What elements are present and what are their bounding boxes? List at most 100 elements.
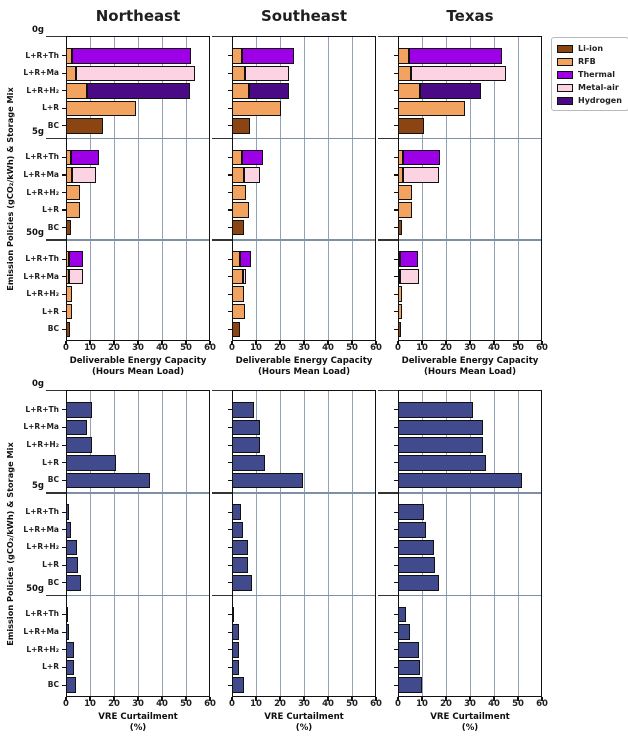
bar-segment-thermal (242, 149, 263, 166)
bar-segment-thermal (400, 251, 418, 267)
gridline (304, 390, 305, 697)
gridline (470, 36, 471, 341)
row-label: BC (47, 680, 59, 690)
x-tick-label: 30 (464, 343, 476, 353)
y-tick-mark (228, 582, 232, 584)
bar-segment-li-ion (398, 118, 424, 134)
x-tick-label: 60 (536, 699, 548, 709)
x-tick-label: 30 (298, 699, 310, 709)
legend: Li-ion RFB Thermal Metal-air Hydrogen (551, 37, 628, 111)
x-tick-mark (445, 341, 447, 345)
x-tick-label: 50 (346, 699, 358, 709)
y-tick-mark (62, 631, 66, 633)
x-axis-title-line2: (%) (129, 723, 147, 733)
x-tick-mark (89, 341, 91, 345)
bar-segment-vre (398, 472, 523, 489)
y-tick-mark (394, 258, 398, 260)
x-tick-label: 40 (156, 343, 168, 353)
section-divider (398, 239, 542, 241)
gridline (352, 36, 353, 341)
gridline (328, 36, 329, 341)
y-tick-mark (62, 90, 66, 92)
gridline (518, 36, 519, 341)
bar-segment-rfb (232, 48, 243, 64)
bar-segment-vre (232, 504, 242, 520)
y-tick-mark (228, 293, 232, 295)
y-tick-mark (394, 174, 398, 176)
y-tick-mark (62, 174, 66, 176)
y-tick-mark (228, 209, 232, 211)
bar-segment-rfb (232, 83, 249, 99)
gridline (280, 36, 281, 341)
bar-segment-vre (398, 659, 420, 676)
y-tick-mark (394, 511, 398, 513)
legend-swatch-hydrogen (557, 96, 573, 105)
y-tick-mark (394, 631, 398, 633)
row-label: L+R (42, 662, 59, 672)
row-label: L+R (42, 560, 59, 570)
gridline (470, 390, 471, 697)
y-tick-mark (394, 293, 398, 295)
row-label: L+R (42, 205, 59, 214)
y-tick-mark (62, 293, 66, 295)
bar-segment-rfb (66, 303, 72, 320)
bar-segment-rfb (66, 286, 72, 302)
row-label: L+R+Ma (23, 422, 59, 432)
section-divider-extension (46, 390, 66, 392)
bar-segment-rfb (232, 167, 244, 183)
bar-segment-metal-air (72, 167, 96, 183)
section-divider-extension (46, 36, 66, 38)
legend-label: Li-ion (578, 44, 604, 53)
bar-segment-thermal (69, 251, 83, 267)
bar-segment-rfb (66, 48, 72, 64)
bar-segment-rfb (232, 100, 282, 117)
y-tick-mark (228, 649, 232, 651)
x-tick-mark (397, 697, 399, 701)
bar-segment-rfb (398, 303, 403, 320)
gridline (422, 36, 423, 341)
y-tick-mark (62, 276, 66, 278)
section-label: 5g (32, 126, 44, 137)
bar-segment-rfb (398, 268, 401, 285)
bar-segment-vre (398, 575, 440, 591)
x-tick-label: 0 (63, 699, 69, 709)
bar-segment-metal-air (400, 268, 420, 285)
bar-segment-metal-air (403, 167, 439, 183)
bar-segment-rfb (398, 83, 421, 99)
y-tick-mark (228, 328, 232, 330)
bar-segment-vre (66, 575, 81, 591)
x-tick-label: 50 (180, 343, 192, 353)
section-divider (66, 239, 210, 241)
x-tick-label: 10 (416, 699, 428, 709)
x-tick-label: 50 (512, 699, 524, 709)
section-label: 50g (26, 583, 44, 594)
y-tick-mark (62, 409, 66, 411)
x-tick-mark (137, 341, 139, 345)
x-tick-label: 30 (464, 699, 476, 709)
x-tick-mark (231, 341, 233, 345)
y-tick-mark (228, 564, 232, 566)
row-label: BC (47, 475, 59, 485)
region-title: Northeast (95, 7, 181, 25)
bar-segment-rfb (398, 251, 401, 267)
y-tick-mark (62, 258, 66, 260)
bar-segment-li-ion (232, 321, 240, 337)
section-divider-extension (212, 594, 232, 597)
bar-segment-rfb (232, 149, 243, 166)
bar-segment-vre (232, 402, 255, 418)
x-tick-mark (469, 341, 471, 345)
legend-item: Li-ion (557, 42, 622, 55)
y-tick-mark (394, 328, 398, 330)
y-tick-mark (62, 546, 66, 548)
gridline (446, 390, 447, 697)
bar-segment-vre (66, 522, 71, 538)
x-tick-mark (137, 697, 139, 701)
x-tick-mark (493, 697, 495, 701)
section-label: 50g (26, 228, 44, 239)
y-tick-mark (394, 55, 398, 57)
section-divider (232, 137, 376, 139)
bar-segment-vre (66, 557, 79, 573)
y-tick-mark (228, 546, 232, 548)
bar-segment-li-ion (232, 118, 251, 134)
x-tick-label: 40 (322, 699, 334, 709)
